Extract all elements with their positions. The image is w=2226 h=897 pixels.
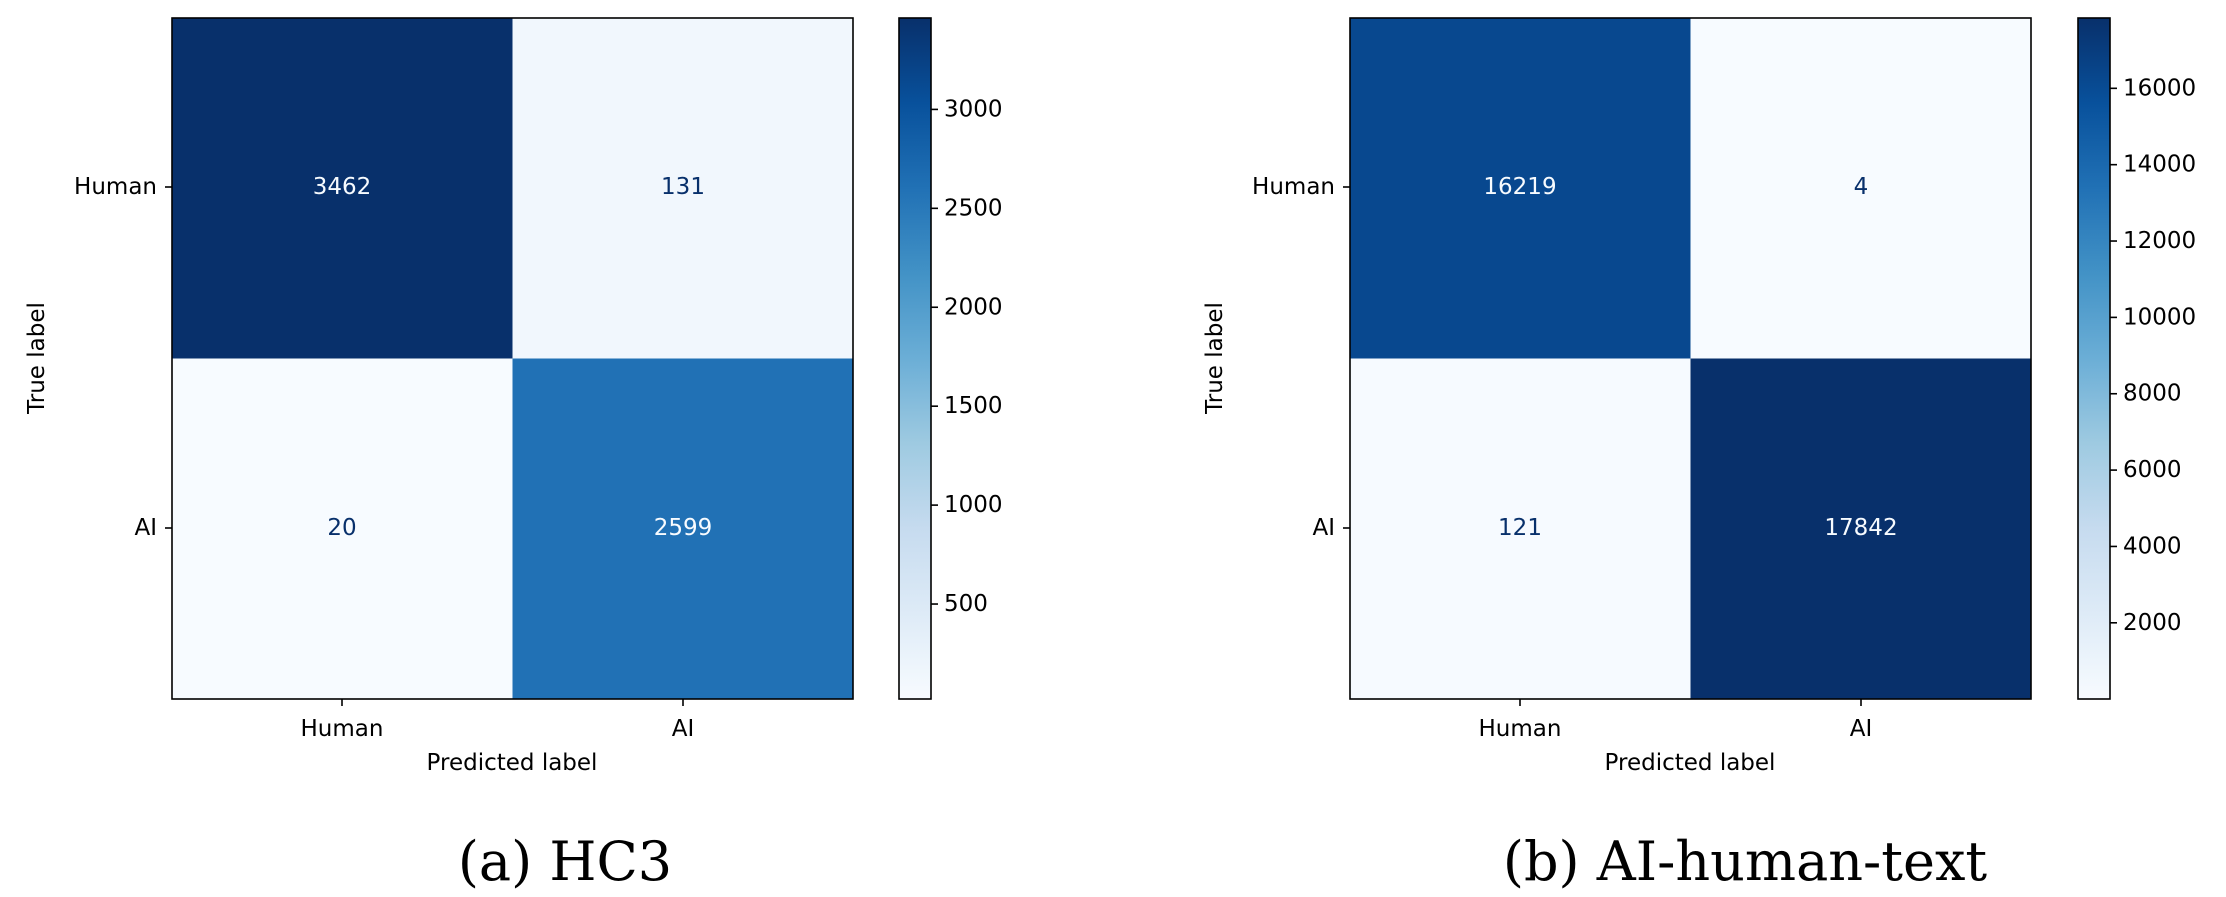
panel-b-cell-0-1	[1690, 18, 2031, 359]
panel-a-colorbar-tick-label: 3000	[944, 96, 1003, 122]
panel-a-ytick-ai: AI	[134, 515, 157, 541]
panel-b-cell-1-0-label: 121	[1498, 515, 1542, 541]
panel-a-xlabel: Predicted label	[427, 750, 598, 776]
panel-b-colorbar-tick-label: 2000	[2123, 610, 2182, 636]
panel-b-cell-0-1-label: 4	[1854, 174, 1869, 200]
panel-a: 3462 131 20 2599 Human AI Human AI Predi…	[24, 17, 1003, 893]
panel-b-colorbar-tick-label: 4000	[2123, 533, 2182, 559]
panel-a-ytick-human: Human	[74, 174, 157, 200]
panel-a-colorbar-tick-label: 1000	[944, 492, 1003, 518]
panel-a-colorbar-tick-label: 1500	[944, 393, 1003, 419]
panel-a-caption: (a) HC3	[458, 830, 672, 893]
panel-b-ytick-ai: AI	[1312, 515, 1335, 541]
panel-b: 16219 4 121 17842 Human AI Human AI Pred…	[1202, 17, 2196, 893]
panel-b-colorbar-tick-label: 6000	[2123, 457, 2182, 483]
panel-a-cell-0-0-label: 3462	[313, 174, 372, 200]
panel-b-cell-1-0	[1350, 358, 1691, 699]
panel-b-caption: (b) AI-human-text	[1503, 830, 1988, 893]
panel-b-colorbar	[2077, 17, 2111, 700]
panel-b-cell-0-0	[1350, 18, 1691, 359]
panel-a-cell-1-0	[172, 358, 513, 699]
panel-b-colorbar-tick-label: 12000	[2123, 228, 2196, 254]
panel-a-colorbar-tick-label: 2500	[944, 195, 1003, 221]
panel-a-cell-1-0-label: 20	[327, 515, 356, 541]
panel-b-colorbar-tick-label: 10000	[2123, 304, 2196, 330]
panel-b-xlabel: Predicted label	[1605, 750, 1776, 776]
panel-b-xtick-human: Human	[1479, 716, 1562, 742]
panel-a-cells	[172, 18, 853, 699]
panel-b-cell-1-1	[1690, 358, 2031, 699]
panel-b-colorbar-tick-label: 14000	[2123, 152, 2196, 178]
panel-a-colorbar-tick-label: 500	[944, 591, 988, 617]
panel-b-cell-0-0-label: 16219	[1483, 174, 1556, 200]
panel-a-ylabel: True label	[24, 302, 50, 415]
panel-a-cell-0-1-label: 131	[661, 174, 705, 200]
panel-b-frame	[1349, 17, 2032, 700]
panel-a-xtick-ai: AI	[672, 716, 695, 742]
panel-a-cell-0-0	[172, 18, 513, 359]
panel-b-ytick-human: Human	[1252, 174, 1335, 200]
panel-a-cell-0-1	[512, 18, 853, 359]
panel-a-cell-1-1-label: 2599	[654, 515, 713, 541]
panel-b-xtick-ai: AI	[1850, 716, 1873, 742]
panel-a-colorbar-ticks: 500 1000 1500 2000 2500 3000	[931, 96, 1003, 617]
panel-a-frame	[171, 17, 854, 700]
panel-a-colorbar	[898, 17, 932, 700]
panel-a-colorbar-tick-label: 2000	[944, 294, 1003, 320]
panel-b-colorbar-tick-label: 8000	[2123, 381, 2182, 407]
panel-b-colorbar-tick-label: 16000	[2123, 75, 2196, 101]
panel-b-cell-1-1-label: 17842	[1824, 515, 1897, 541]
panel-a-xtick-human: Human	[301, 716, 384, 742]
panel-b-cells	[1350, 18, 2031, 699]
panel-a-cell-1-1	[512, 358, 853, 699]
panel-b-ylabel: True label	[1202, 302, 1228, 415]
panel-b-colorbar-ticks: 2000 4000 6000 8000 10000 12000 14000 16000	[2110, 75, 2196, 636]
